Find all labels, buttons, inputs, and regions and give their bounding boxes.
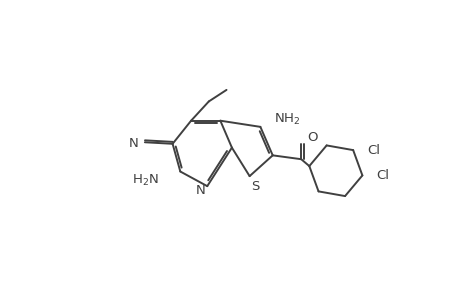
Text: O: O xyxy=(307,131,317,144)
Text: S: S xyxy=(250,180,258,193)
Text: H$_2$N: H$_2$N xyxy=(132,173,158,188)
Text: N: N xyxy=(196,184,206,196)
Text: Cl: Cl xyxy=(375,169,388,182)
Text: N: N xyxy=(128,137,138,150)
Text: Cl: Cl xyxy=(366,144,379,157)
Text: NH$_2$: NH$_2$ xyxy=(274,112,300,127)
